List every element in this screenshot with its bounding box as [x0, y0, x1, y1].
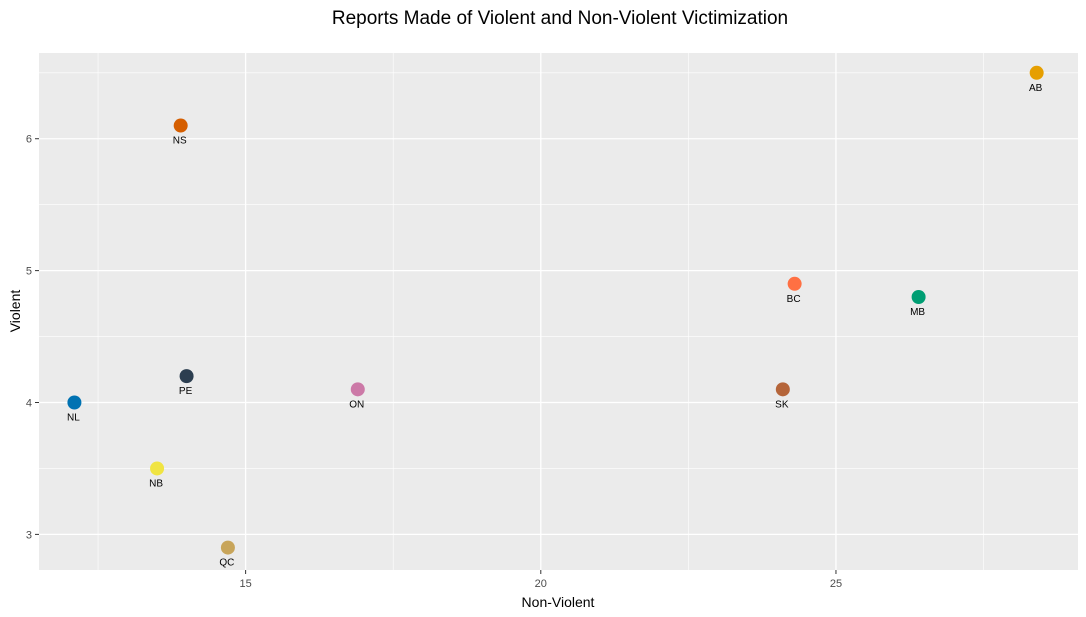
data-point-nl [67, 395, 82, 410]
point-label-mb: MB [910, 307, 925, 318]
point-label-sk: SK [775, 399, 789, 410]
data-point-ab [1029, 65, 1044, 80]
y-tick-label: 6 [26, 134, 32, 146]
data-point-pe [179, 369, 194, 384]
data-point-on [350, 382, 365, 397]
data-point-sk [775, 382, 790, 397]
y-axis-title: Violent [7, 290, 23, 333]
data-point-qc [220, 540, 235, 555]
data-point-mb [911, 289, 926, 304]
axis-ticks: 15 20 25 3 4 5 6 [26, 134, 842, 590]
data-points: AB NS BC MB PE ON SK NL NB QC [67, 65, 1044, 569]
point-label-bc: BC [787, 294, 801, 305]
data-point-nb [150, 461, 165, 476]
x-tick-label: 20 [535, 578, 547, 590]
data-point-bc [787, 276, 802, 291]
y-tick-label: 4 [26, 398, 32, 410]
data-point-ns [173, 118, 188, 133]
y-tick-label: 5 [26, 266, 32, 278]
y-tick-label: 3 [26, 529, 32, 541]
point-label-qc: QC [219, 558, 234, 569]
x-axis-title: Non-Violent [522, 594, 595, 610]
point-label-ab: AB [1029, 83, 1043, 94]
point-label-pe: PE [179, 386, 193, 397]
x-tick-label: 25 [830, 578, 842, 590]
chart-title: Reports Made of Violent and Non-Violent … [332, 8, 788, 29]
x-tick-label: 15 [239, 578, 251, 590]
point-label-nb: NB [149, 478, 163, 489]
point-label-nl: NL [67, 413, 80, 424]
major-gridlines [39, 53, 1078, 570]
point-label-on: ON [349, 399, 364, 410]
point-label-ns: NS [173, 136, 187, 147]
